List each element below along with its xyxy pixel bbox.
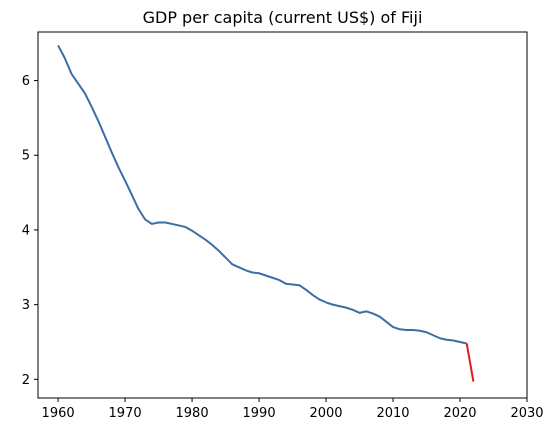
data-point: [466, 343, 468, 345]
x-tick-label: 1990: [243, 406, 276, 421]
data-point: [325, 302, 327, 304]
series-line-main: [57, 44, 467, 345]
data-point: [278, 279, 280, 281]
data-point: [459, 341, 461, 343]
x-tick-label: 2000: [309, 406, 342, 421]
data-point: [64, 57, 66, 59]
data-point: [164, 222, 166, 224]
data-point: [399, 328, 401, 330]
data-point: [285, 283, 287, 285]
data-point: [218, 250, 220, 252]
y-tick-label: 5: [22, 149, 30, 164]
data-point: [332, 304, 334, 306]
data-point: [439, 337, 441, 339]
data-point: [171, 223, 173, 225]
x-tick-label: 2010: [376, 406, 409, 421]
chart-title: GDP per capita (current US$) of Fiji: [142, 8, 423, 27]
data-point: [144, 219, 146, 221]
x-tick-label: 2030: [510, 406, 543, 421]
data-point: [57, 45, 59, 47]
data-point: [292, 284, 294, 286]
data-point: [178, 225, 180, 227]
data-point: [118, 166, 120, 168]
x-axis-ticks: 1960 1970 1980 1990 2000 2010 2020 2030: [42, 398, 544, 421]
x-tick-label: 1970: [109, 406, 142, 421]
data-point: [392, 326, 394, 328]
data-point: [379, 316, 381, 318]
data-point: [446, 339, 448, 341]
x-tick-label: 2020: [443, 406, 476, 421]
data-point: [151, 223, 153, 225]
data-point: [453, 340, 455, 342]
data-point: [345, 307, 347, 309]
data-point: [305, 289, 307, 291]
data-point: [198, 234, 200, 236]
y-tick-label: 3: [22, 298, 30, 313]
data-point: [245, 269, 247, 271]
data-point: [77, 83, 79, 85]
data-point: [365, 311, 367, 313]
data-point: [419, 330, 421, 332]
data-point: [71, 73, 73, 75]
data-point: [131, 194, 133, 196]
data-point: [432, 334, 434, 336]
data-point: [138, 208, 140, 210]
data-point: [111, 151, 113, 153]
data-point: [185, 226, 187, 228]
data-point: [406, 329, 408, 331]
data-point: [225, 257, 227, 259]
data-point: [319, 299, 321, 301]
data-point: [104, 136, 106, 138]
data-point: [97, 120, 99, 122]
x-tick-label: 1960: [42, 406, 75, 421]
data-point: [91, 106, 93, 108]
y-tick-label: 4: [22, 223, 30, 238]
series-lines: [57, 44, 475, 383]
data-point: [231, 263, 233, 265]
y-tick-label: 2: [22, 373, 30, 388]
x-tick-label: 1980: [176, 406, 209, 421]
data-point: [258, 272, 260, 274]
data-point: [426, 331, 428, 333]
data-point: [252, 272, 254, 274]
data-point: [124, 180, 126, 182]
data-point: [272, 277, 274, 279]
y-tick-label: 6: [22, 74, 30, 89]
data-point: [158, 222, 160, 224]
data-point: [191, 230, 193, 232]
data-point: [339, 305, 341, 307]
data-point: [265, 275, 267, 277]
data-point: [372, 313, 374, 315]
data-point: [298, 284, 300, 286]
y-axis-ticks: 2 3 4 5 6: [22, 74, 38, 388]
data-point: [312, 294, 314, 296]
data-point: [412, 329, 414, 331]
data-point: [205, 239, 207, 241]
data-point: [473, 381, 475, 383]
data-point: [359, 312, 361, 314]
data-point: [352, 309, 354, 311]
data-point: [211, 244, 213, 246]
data-point: [238, 266, 240, 268]
plot-area: [37, 31, 528, 399]
data-point: [386, 321, 388, 323]
series-line-segment: [465, 343, 475, 382]
data-point: [84, 92, 86, 94]
